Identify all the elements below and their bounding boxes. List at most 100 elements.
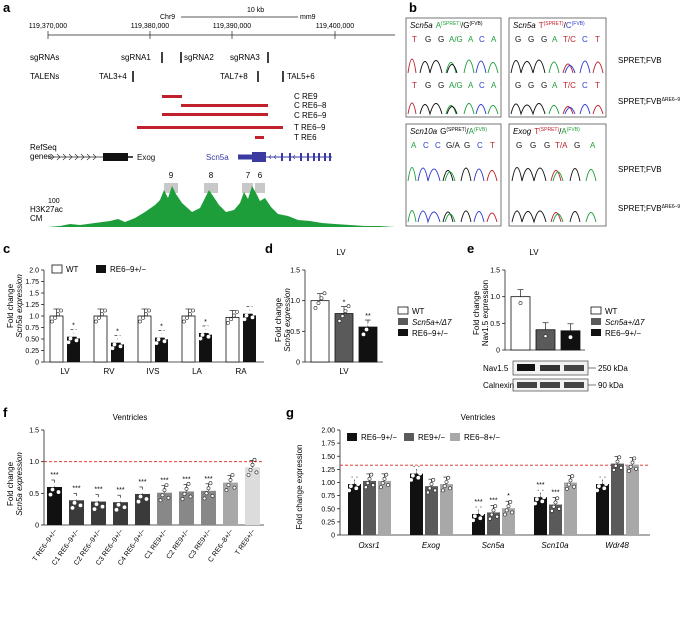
sgrna2-label: sgRNA2 [184,53,214,62]
y-tick-label: 0.5 [490,321,500,328]
chart-title: Ventricles [461,413,496,422]
data-point [112,342,117,347]
svg-text:C: C [479,81,485,90]
chart-title: Ventricles [113,413,148,422]
re-box [164,183,178,193]
svg-text:T/C: T/C [563,81,576,90]
data-point [442,484,447,489]
data-point [364,327,369,332]
data-point [570,474,575,479]
data-point [493,504,498,509]
data-point [250,315,255,320]
svg-text:G: G [438,35,444,44]
panel-d: d LV Fold change Scn5a expression WT Scn… [265,241,452,376]
y-tick-label: 1.0 [290,298,300,305]
y-tick-label: 0.5 [29,491,39,498]
data-point [114,338,119,343]
bar [348,484,361,535]
data-point [70,332,75,337]
panel-c-label: c [3,241,10,256]
significance-star: *** [489,497,497,504]
panel-c: c Fold change Scn5a expression WT RE6–9+… [3,241,264,376]
data-point [409,477,414,482]
data-point [602,486,607,491]
panel-f: f Ventricles Fold change Scn5a expressio… [3,405,264,567]
svg-text:A: A [491,35,497,44]
data-point [518,301,523,305]
data-point [94,502,99,507]
data-point [202,329,207,334]
bar [113,502,128,525]
gene-name: Scn10a [410,127,438,136]
legend-label: RE6–9+/− [361,433,397,442]
bar [47,487,62,525]
scn5a-exon [252,152,266,162]
y-tick-label: 0.5 [290,329,300,336]
chart-title: LV [336,248,346,257]
data-point [346,304,351,309]
y-axis-label: Fold change [472,290,481,335]
bar [410,473,423,535]
bar [560,330,581,351]
deletion-bar [255,136,264,139]
bar [67,336,80,362]
svg-text:G: G [515,81,521,90]
data-point [242,317,247,322]
significance-star: *** [551,490,559,497]
svg-text:T: T [595,35,600,44]
svg-text:G: G [541,81,547,90]
legend-swatch [591,318,601,325]
data-point [229,317,233,322]
svg-text:G: G [438,81,444,90]
data-point [380,481,385,485]
x-tick-label: Scn5a [482,541,505,550]
legend-label: Scn5a+/Δ7 [412,318,452,327]
data-point [384,472,389,477]
row-label: SPRET;FVB [618,56,662,65]
legend-swatch [96,265,106,273]
data-point [429,482,434,486]
data-point [224,488,229,493]
panel-a-label: a [3,0,11,15]
talens-label: TALENs [30,72,59,81]
blot-band [517,364,535,371]
data-point [248,467,253,472]
data-point [162,339,167,344]
talen-7-8-label: TAL7+8 [220,72,248,81]
data-point [53,315,57,320]
data-point [448,486,453,491]
y-tick-label: 1.75 [321,441,335,448]
talen-5-6-label: TAL5+6 [287,72,315,81]
y-tick-label: 1.50 [321,454,335,461]
significance-star: *** [182,476,190,483]
data-point [78,503,83,508]
data-point [536,493,541,498]
significance-star: *** [50,472,58,479]
svg-text:A: A [411,141,417,150]
data-point [185,315,189,320]
data-point [235,309,239,314]
y-axis-label: Fold change expression [295,445,304,530]
coord-1: 119,370,000 [29,23,68,30]
data-point [352,475,357,480]
legend-label: RE6–8+/− [464,433,500,442]
data-point [100,504,105,509]
data-point [144,497,149,501]
svg-text:C: C [479,35,485,44]
y-axis-label: Fold change [6,461,15,506]
data-point [232,313,236,318]
data-point [158,498,163,503]
data-point [440,488,445,493]
data-point [427,486,432,491]
data-point [363,485,368,490]
svg-text:G: G [528,81,534,90]
legend-label: RE6–9+/− [605,329,641,338]
x-tick-label: Oxsr1 [358,541,379,550]
data-point [367,476,372,481]
data-point [371,483,376,488]
chromatogram-traces [407,167,498,224]
data-point [182,492,187,496]
data-point [226,483,231,488]
data-point [122,505,127,510]
